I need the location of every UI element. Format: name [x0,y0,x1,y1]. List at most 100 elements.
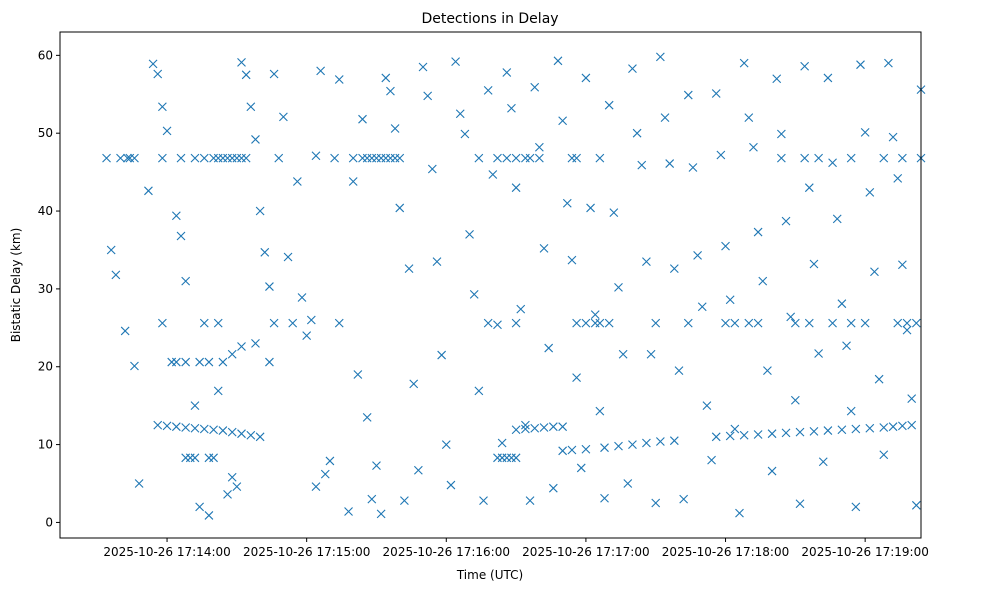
data-point [860,318,870,328]
data-point [511,425,521,435]
data-point [744,318,754,328]
data-point [158,153,167,163]
data-point [642,438,651,448]
data-point [511,453,521,463]
data-point [171,422,181,432]
data-point [730,424,740,434]
data-point [427,164,437,174]
data-point [199,424,209,434]
data-point [721,241,730,251]
data-point [683,318,693,328]
data-point [283,252,293,262]
data-point [828,158,837,168]
data-point [199,153,209,163]
data-point [809,426,819,436]
data-point [911,318,921,328]
y-tick-label: 0 [45,515,53,529]
data-point [907,394,917,404]
data-point [725,431,735,441]
data-point [897,153,907,163]
data-point [306,315,316,325]
data-point [260,247,270,257]
data-point [469,289,479,299]
data-point [665,159,675,168]
data-point [790,318,800,328]
data-point [618,349,628,359]
data-point [753,227,763,237]
data-point [255,432,265,442]
data-point [227,472,237,482]
data-point [660,113,670,123]
data-point [404,264,414,274]
data-point [702,401,712,411]
data-point [241,70,251,80]
data-point [251,135,260,144]
data-point [171,211,181,221]
data-point [511,318,521,328]
data-point [902,318,912,328]
data-point [325,456,335,466]
data-point [502,68,512,77]
data-point [567,255,577,265]
data-point [623,479,633,488]
data-point [632,128,642,138]
data-point [804,183,814,193]
data-point [558,422,568,432]
data-point [595,318,605,328]
data-point [655,437,665,446]
data-point [130,361,139,371]
data-point [842,341,851,351]
data-point [637,160,647,170]
data-point [730,318,740,328]
data-point [558,446,568,456]
data-point [711,432,721,442]
data-point [190,423,200,433]
data-point [823,426,833,435]
data-point [153,420,163,430]
data-point [809,259,819,269]
data-point [739,58,749,68]
data-point [893,173,903,183]
data-point [190,453,200,463]
data-point [348,153,358,163]
data-point [395,153,405,163]
data-point [707,455,716,465]
data-point [246,430,256,440]
data-point [274,153,284,163]
data-point [130,153,139,163]
data-point [851,502,861,512]
data-point [907,420,917,430]
data-point [581,444,591,454]
data-point [553,56,563,66]
data-point [609,208,619,217]
data-point [893,318,903,328]
data-point [199,318,209,328]
data-point [879,423,889,432]
data-point [474,153,484,163]
data-point [679,494,689,504]
data-point [190,153,200,163]
data-point [604,318,614,328]
data-point [539,244,549,253]
data-point [316,66,326,76]
data-point [651,318,661,328]
data-point [181,276,191,286]
x-tick-label: 2025-10-26 17:14:00 [103,545,230,559]
data-point [511,153,521,163]
data-point [749,142,758,152]
data-point [614,282,623,292]
data-point [735,508,744,518]
data-point [744,113,754,123]
data-point [530,423,540,433]
data-point [102,153,111,163]
x-tick-label: 2025-10-26 17:19:00 [801,545,928,559]
data-point [390,124,400,133]
data-point [669,264,679,274]
data-point [669,436,679,446]
data-point [879,153,889,163]
data-point [595,406,605,416]
data-point [330,153,339,163]
data-point [614,441,623,451]
data-point [837,299,847,309]
